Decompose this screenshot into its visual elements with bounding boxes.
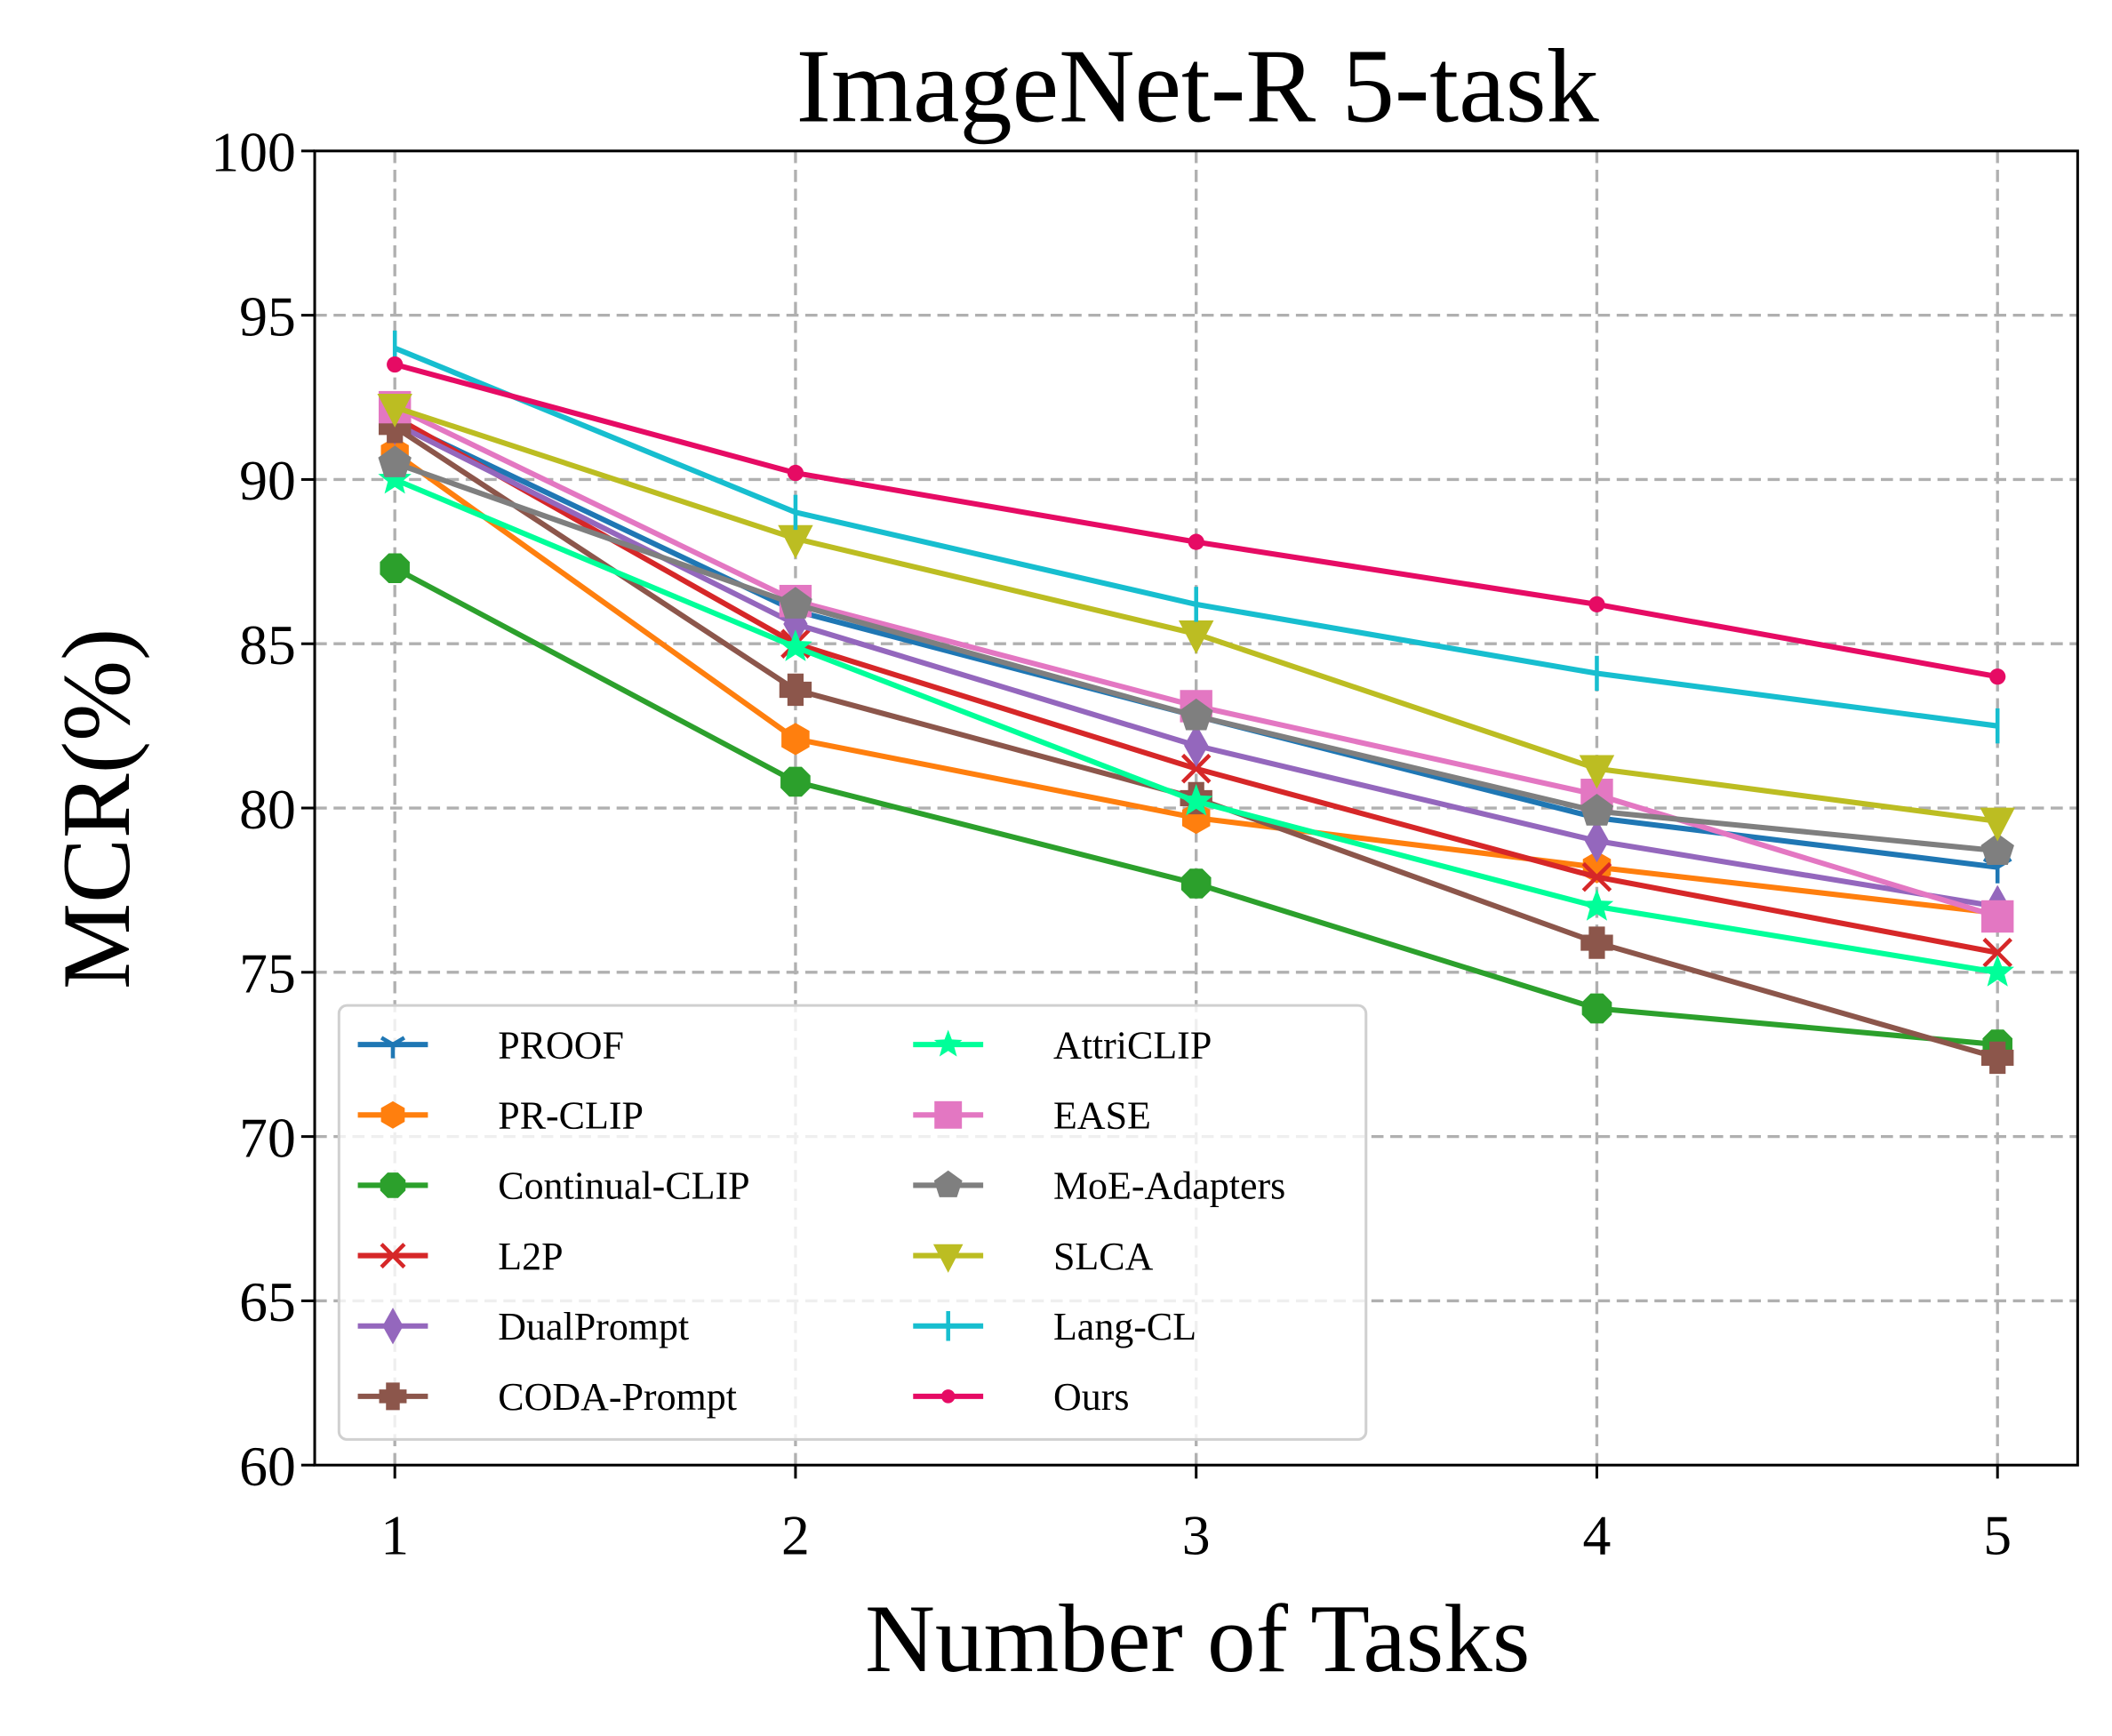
hexagon-marker-icon	[380, 1100, 405, 1129]
y-tick-label: 80	[239, 778, 296, 841]
legend-label: PR-CLIP	[498, 1093, 644, 1137]
y-tick-label: 100	[211, 121, 296, 184]
y-tick-label: 90	[239, 449, 296, 512]
legend-item: Lang-CL	[913, 1305, 1196, 1348]
octagon-marker-icon	[780, 766, 811, 797]
pentagon-marker-icon	[1980, 833, 2014, 866]
y-tick-label: 95	[239, 284, 296, 348]
star-marker-icon	[1179, 783, 1213, 816]
circle-marker-icon	[1588, 596, 1605, 612]
star-marker-icon	[378, 461, 412, 494]
octagon-marker-icon	[380, 553, 410, 583]
x-tick-label: 1	[380, 1503, 409, 1566]
hexagon-marker-icon	[781, 723, 810, 756]
x-marker-icon	[1581, 861, 1612, 892]
legend-label: Continual-CLIP	[498, 1164, 749, 1208]
legend-item: SLCA	[913, 1235, 1154, 1278]
star-marker-icon	[933, 1029, 963, 1057]
circle-marker-icon	[940, 1389, 956, 1404]
circle-marker-icon	[387, 356, 404, 373]
y-tick-label: 75	[239, 942, 296, 1005]
star-marker-icon	[1980, 955, 2014, 987]
octagon-marker-icon	[1180, 868, 1212, 899]
legend-label: EASE	[1053, 1093, 1151, 1137]
x-tick-label: 3	[1182, 1503, 1211, 1566]
legend-label: MoE-Adapters	[1053, 1164, 1285, 1208]
pentagon-marker-icon	[1580, 793, 1614, 826]
series-lang-cl	[392, 330, 2000, 744]
pentagon-marker-icon	[933, 1170, 963, 1197]
plus-filled-marker-icon	[779, 673, 812, 707]
x-marker-icon	[1180, 753, 1212, 784]
circle-marker-icon	[1989, 668, 2006, 685]
legend-box	[337, 1004, 1368, 1441]
series-attriclip	[378, 461, 2014, 987]
x-tick-label: 4	[1583, 1503, 1612, 1566]
triangle-down-marker-icon	[778, 524, 813, 559]
pentagon-marker-icon	[378, 445, 412, 477]
square-marker-icon	[934, 1100, 963, 1129]
legend-label: AttriCLIP	[1053, 1023, 1212, 1067]
thin-diamond-marker-icon	[1184, 724, 1209, 768]
legend-item: EASE	[913, 1093, 1151, 1137]
legend-label: L2P	[498, 1235, 563, 1278]
x-marker-icon	[380, 1243, 406, 1269]
x-tick-label: 5	[1983, 1503, 2012, 1566]
x-marker-icon	[1982, 937, 2012, 968]
x-tick-label: 2	[781, 1503, 810, 1566]
plus-filled-marker-icon	[379, 1382, 407, 1411]
star-marker-icon	[779, 629, 812, 661]
triangle-down-marker-icon	[1579, 755, 1615, 789]
triangle-down-marker-icon	[932, 1244, 964, 1273]
thin-diamond-marker-icon	[1584, 819, 1610, 863]
legend-label: Lang-CL	[1053, 1305, 1196, 1348]
series-ours	[387, 356, 2006, 685]
chart-title: ImageNet-R 5-task	[796, 28, 1600, 144]
thin-diamond-marker-icon	[382, 1308, 404, 1345]
series-slca	[377, 393, 2015, 842]
y-tick-label: 70	[239, 1106, 296, 1169]
legend-item: PROOF	[357, 1023, 624, 1067]
star-marker-icon	[1580, 889, 1614, 921]
legend-item: MoE-Adapters	[913, 1164, 1285, 1208]
square-marker-icon	[1981, 900, 2014, 933]
legend-item: Ours	[913, 1375, 1129, 1419]
triangle-down-marker-icon	[1178, 620, 1214, 654]
plus-filled-marker-icon	[1981, 1041, 2014, 1075]
legend-label: CODA-Prompt	[498, 1375, 737, 1419]
legend-item: AttriCLIP	[913, 1023, 1212, 1067]
legend-item: L2P	[357, 1235, 564, 1278]
plus-filled-marker-icon	[1580, 926, 1613, 959]
triangle-down-marker-icon	[377, 393, 412, 428]
octagon-marker-icon	[380, 1172, 406, 1198]
legend-label: SLCA	[1053, 1235, 1154, 1278]
legend-item: CODA-Prompt	[357, 1375, 737, 1419]
legend: PROOF PR-CLIP Continual-CLIP L2P DualPrompt C…	[337, 1004, 1368, 1441]
triangle-down-marker-icon	[1980, 807, 2015, 842]
legend-item: DualPrompt	[357, 1305, 689, 1348]
circle-marker-icon	[787, 464, 804, 482]
y-axis-label: MCR(%)	[43, 628, 150, 989]
legend-label: PROOF	[498, 1023, 624, 1067]
legend-label: Ours	[1053, 1375, 1129, 1419]
pentagon-marker-icon	[779, 587, 812, 619]
legend-item: Continual-CLIP	[357, 1164, 750, 1208]
axis-ticks: 1 2 3 4 5 60 65 70 75 80 85 90 95 100	[211, 121, 2012, 1567]
y-tick-label: 85	[239, 613, 296, 676]
legend-item: PR-CLIP	[357, 1093, 644, 1137]
x-axis-label: Number of Tasks	[865, 1585, 1530, 1692]
y-tick-label: 65	[239, 1270, 296, 1333]
pentagon-marker-icon	[1179, 698, 1213, 731]
tri-down-marker-icon	[380, 1036, 406, 1059]
legend-label: DualPrompt	[498, 1305, 689, 1348]
octagon-marker-icon	[1581, 993, 1612, 1024]
circle-marker-icon	[1188, 533, 1204, 550]
series-lines	[377, 330, 2015, 1075]
series-moe-adapters	[378, 445, 2014, 866]
y-tick-label: 60	[239, 1435, 296, 1498]
